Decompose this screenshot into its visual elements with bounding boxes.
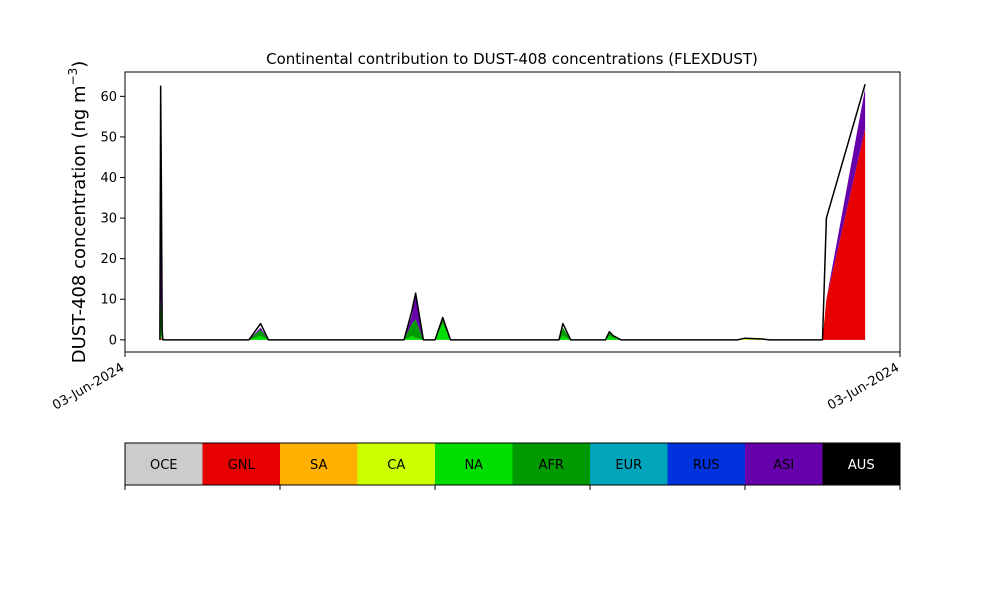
x-axis: 03-Jun-2024 03-Jun-2024 [50,352,902,413]
colorbar-label: OCE [150,458,178,473]
x-tick-label: 03-Jun-2024 [50,360,127,413]
y-axis-label-unit-exponent: −3 [66,68,80,86]
colorbar-label: NA [464,458,483,473]
area-afr [159,128,866,340]
area-na [159,128,866,340]
colorbar-cell-eur [590,443,668,485]
x-tick-label: 03-Jun-2024 [825,360,902,413]
y-tick-label: 10 [100,293,117,308]
y-tick-label: 20 [100,252,117,267]
colorbar-cell-rus [667,443,745,485]
colorbar-label: EUR [615,458,642,473]
area-gnl [159,128,866,340]
colorbar-cell-asi [745,443,823,485]
colorbar-cell-afr [512,443,590,485]
colorbar-cell-aus [822,443,900,485]
colorbar-label: GNL [228,458,256,473]
y-axis-label: DUST-408 concentration (ng m−3) [66,61,90,364]
y-tick-label: 60 [100,90,117,105]
area-sa [159,128,866,340]
y-axis: 0 10 20 30 40 50 60 [100,90,125,348]
plot-frame [124,71,901,353]
total-line [159,83,866,341]
colorbar-cell-sa [280,443,358,485]
colorbar-label: ASI [773,458,794,473]
y-axis-label-main: DUST-408 concentration (ng m [69,85,90,363]
colorbar-label: AUS [848,458,875,473]
area-asi [159,88,866,340]
plot-area [124,71,901,353]
y-tick-label: 50 [100,130,117,145]
colorbar-label: RUS [693,458,720,473]
y-tick-label: 40 [100,171,117,186]
colorbar-cell-na [435,443,513,485]
colorbar-cell-ca [357,443,435,485]
continent-colorbar: OCE GNL SA CA NA AFR EUR RUS ASI AUS [124,442,901,490]
colorbar-label: CA [387,458,405,473]
y-tick-label: 0 [109,333,117,348]
colorbar-frame [124,442,901,486]
colorbar-label: SA [310,458,327,473]
area-ca [159,128,866,340]
colorbar-cell-oce [125,443,203,485]
colorbar-label: AFR [539,458,564,473]
colorbar-cell-gnl [202,443,280,485]
chart-title: Continental contribution to DUST-408 con… [266,50,758,68]
y-axis-label-close: ) [69,61,90,68]
y-tick-label: 30 [100,212,117,227]
